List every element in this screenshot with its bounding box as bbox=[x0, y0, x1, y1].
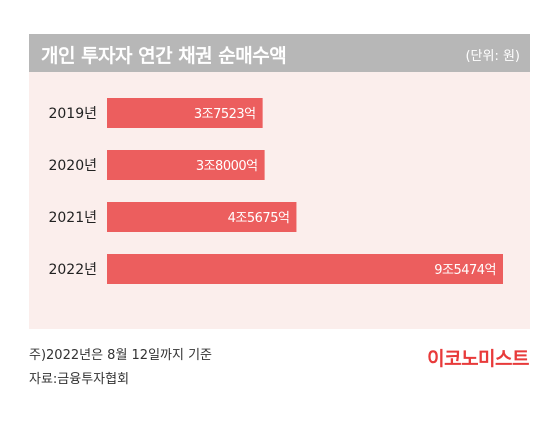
bar-value-label: 9조5474억 bbox=[434, 263, 496, 278]
bar-chart: 2019년 3조7523억 2020년 3조8000억 2021년 4조5675억 2022… bbox=[48, 98, 503, 284]
brand-logo: 이코노미스트 bbox=[427, 348, 529, 370]
footnote: 주)2022년은 8월 12일까지 기준 bbox=[29, 348, 213, 363]
bar bbox=[107, 254, 503, 284]
bar bbox=[107, 98, 263, 128]
category-label: 2021년 bbox=[48, 210, 97, 226]
source-note: 자료:금융투자협회 bbox=[29, 372, 130, 387]
bar bbox=[107, 202, 297, 232]
category-label: 2020년 bbox=[48, 158, 97, 174]
chart-title-bar: 개인 투자자 연간 채권 순매수액 (단위: 원) bbox=[29, 34, 530, 72]
category-label: 2019년 bbox=[48, 106, 97, 122]
category-label: 2022년 bbox=[48, 262, 97, 278]
bar-value-label: 3조8000억 bbox=[196, 159, 258, 174]
bar bbox=[107, 150, 265, 180]
chart-title: 개인 투자자 연간 채권 순매수액 bbox=[41, 45, 287, 67]
unit-label: (단위: 원) bbox=[465, 49, 520, 64]
bar-value-label: 3조7523억 bbox=[194, 107, 256, 122]
plot-area: 2019년 3조7523억 2020년 3조8000억 2021년 4조5675억 2022… bbox=[29, 72, 530, 329]
bar-value-label: 4조5675억 bbox=[228, 211, 290, 226]
